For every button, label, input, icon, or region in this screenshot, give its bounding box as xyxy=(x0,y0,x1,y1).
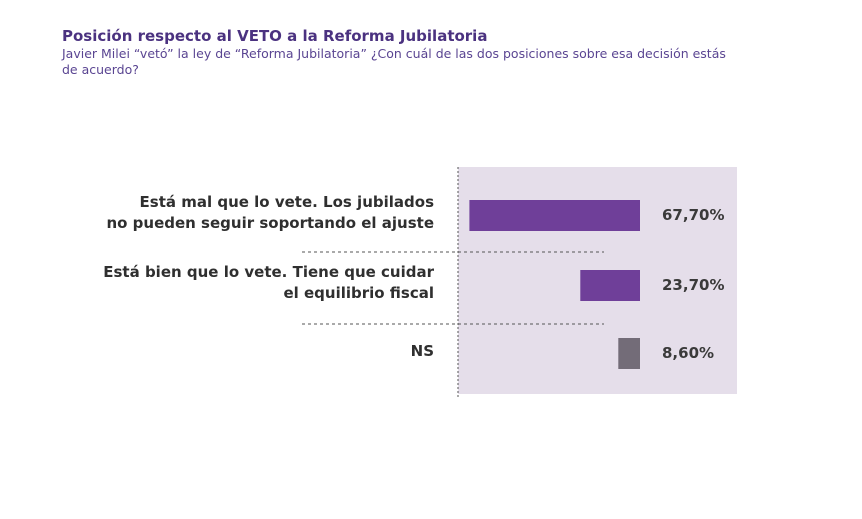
value-label: 8,60% xyxy=(662,344,715,362)
bar xyxy=(580,270,640,301)
category-label: Está mal que lo vete. Los jubilados no pu… xyxy=(106,192,434,234)
category-label: Está bien que lo vete. Tiene que cuidar e… xyxy=(103,262,434,304)
value-label: 67,70% xyxy=(662,206,725,224)
category-label-line: el equilibrio fiscal xyxy=(283,284,434,302)
category-label-line: Está mal que lo vete. Los jubilados xyxy=(139,193,434,211)
bar xyxy=(469,200,640,231)
bars-layer xyxy=(469,200,640,369)
value-label: 23,70% xyxy=(662,276,725,294)
chart-title: Posición respecto al VETO a la Reforma J… xyxy=(62,27,488,45)
category-label-line: no pueden seguir soportando el ajuste xyxy=(106,214,434,232)
category-label-line: Está bien que lo vete. Tiene que cuidar xyxy=(103,263,434,281)
chart-subtitle: Javier Milei “vetó” la ley de “Reforma J… xyxy=(62,46,726,77)
category-label: NS xyxy=(411,341,434,362)
category-label-line: NS xyxy=(410,341,434,360)
bar xyxy=(618,338,640,369)
